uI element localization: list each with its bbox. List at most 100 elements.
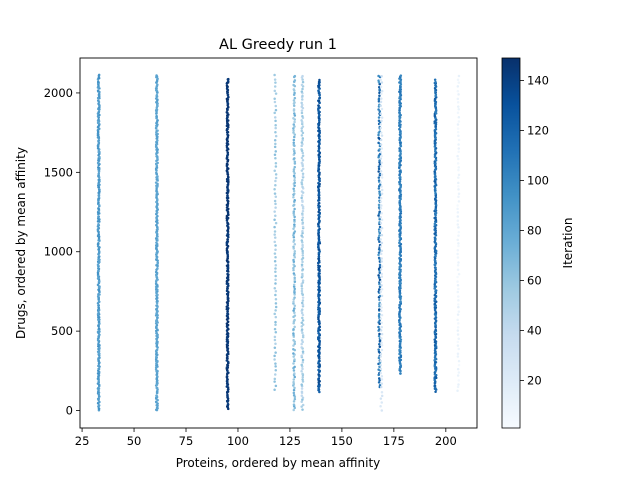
scatter-point (292, 131, 295, 134)
column-points (225, 77, 230, 411)
scatter-point (155, 171, 158, 175)
scatter-point (301, 199, 304, 202)
scatter-point (226, 183, 229, 187)
scatter-point (457, 303, 460, 306)
scatter-point (301, 221, 305, 224)
scatter-point (317, 377, 321, 380)
scatter-point (293, 342, 296, 346)
scatter-point (273, 145, 277, 149)
scatter-point (301, 241, 304, 244)
scatter-point (98, 356, 101, 359)
scatter-point (317, 126, 320, 129)
scatter-point (97, 267, 100, 270)
scatter-point (377, 187, 381, 190)
scatter-point (292, 138, 296, 142)
scatter-point (317, 382, 321, 386)
scatter-point (380, 233, 384, 237)
scatter-point (97, 110, 101, 113)
scatter-point (156, 214, 159, 218)
scatter-point (301, 245, 304, 249)
scatter-point (300, 292, 304, 295)
scatter-point (399, 218, 402, 222)
scatter-point (434, 227, 437, 230)
scatter-point (317, 387, 320, 390)
scatter-point (378, 312, 381, 316)
scatter-point (274, 270, 277, 274)
y-axis: 0 500 1000 1500 2000 (44, 86, 80, 418)
scatter-point (433, 114, 437, 118)
scatter-point (274, 134, 278, 138)
scatter-point (97, 397, 100, 400)
scatter-point (225, 292, 229, 296)
scatter-point (380, 134, 384, 137)
scatter-point (399, 123, 402, 127)
scatter-point (457, 244, 460, 248)
scatter-point (399, 300, 402, 303)
scatter-point (225, 359, 229, 362)
scatter-point (97, 139, 101, 142)
scatter-point (317, 99, 321, 103)
colorbar-tick-label: 40 (527, 324, 542, 338)
scatter-point (433, 187, 437, 190)
scatter-point (457, 93, 460, 96)
scatter-point (380, 204, 383, 207)
scatter-point (273, 230, 277, 233)
scatter-point (300, 83, 304, 87)
scatter-point (300, 190, 304, 193)
scatter-point (377, 116, 381, 119)
scatter-point (293, 135, 296, 139)
scatter-point (274, 351, 277, 354)
scatter-point (155, 114, 158, 118)
scatter-point (98, 285, 101, 288)
scatter-point (380, 341, 383, 344)
scatter-point (154, 87, 158, 90)
scatter-point (380, 260, 383, 263)
scatter-point (293, 375, 296, 379)
scatter-point (317, 264, 320, 267)
scatter-point (399, 281, 402, 285)
scatter-point (378, 342, 381, 346)
column-points (292, 74, 297, 412)
scatter-point (398, 293, 402, 297)
scatter-point (300, 387, 304, 390)
x-tick-label: 150 (331, 434, 353, 448)
scatter-point (274, 297, 278, 301)
scatter-point (300, 194, 304, 197)
scatter-point (155, 386, 158, 390)
scatter-point (398, 342, 402, 345)
scatter-points (96, 73, 461, 412)
scatter-point (399, 372, 402, 375)
scatter-point (293, 252, 296, 255)
scatter-point (318, 96, 322, 99)
scatter-point (301, 380, 305, 383)
scatter-point (378, 172, 382, 176)
scatter-point (434, 319, 438, 322)
scatter-point (292, 309, 295, 312)
scatter-point (380, 375, 384, 378)
scatter-point (379, 200, 383, 203)
scatter-point (379, 143, 383, 146)
scatter-point (398, 318, 401, 322)
scatter-point (380, 337, 383, 340)
scatter-point (273, 236, 277, 239)
scatter-point (274, 206, 277, 209)
scatter-point (380, 218, 384, 222)
scatter-point (456, 162, 460, 165)
scatter-point (293, 358, 296, 361)
scatter-point (226, 221, 229, 225)
scatter-point (226, 185, 229, 189)
scatter-point (378, 110, 382, 113)
scatter-point (155, 287, 158, 291)
scatter-point (274, 267, 277, 270)
scatter-point (300, 321, 304, 325)
scatter-point (300, 122, 304, 126)
scatter-point (398, 111, 401, 114)
scatter-point (292, 380, 295, 384)
scatter-point (301, 78, 304, 81)
scatter-point (273, 312, 276, 316)
scatter-point (434, 316, 438, 319)
scatter-point (456, 280, 459, 283)
scatter-point (301, 303, 305, 307)
scatter-point (380, 401, 384, 404)
scatter-point (457, 226, 460, 229)
